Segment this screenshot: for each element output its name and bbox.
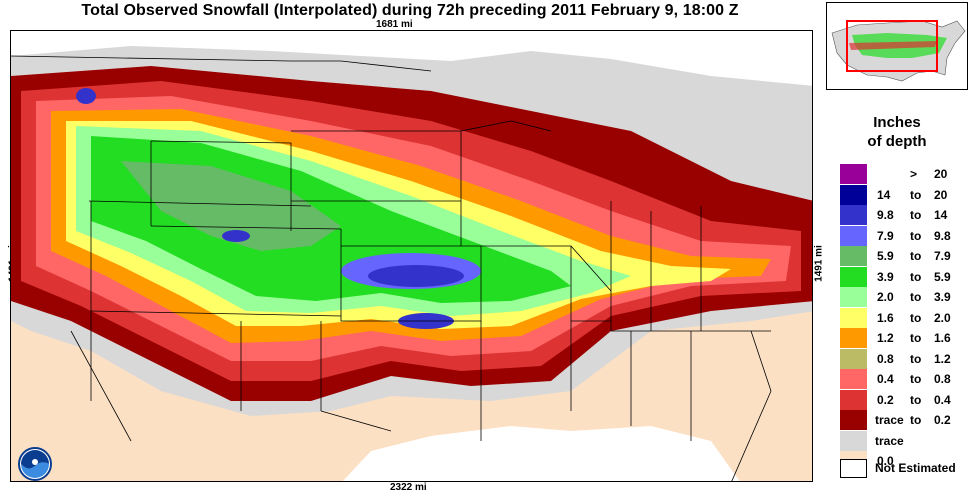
legend-label-low: trace bbox=[875, 433, 904, 448]
legend-title-line1: Inches bbox=[873, 114, 921, 131]
legend-label-sep: to bbox=[910, 208, 922, 222]
legend-swatch bbox=[840, 287, 867, 307]
legend-swatch bbox=[840, 225, 867, 246]
legend-label-sep: to bbox=[910, 310, 922, 325]
legend-label-high: 2.0 bbox=[934, 310, 951, 325]
legend-label-high: 1.6 bbox=[934, 331, 951, 345]
noaa-logo-icon bbox=[18, 447, 52, 481]
legend-swatch bbox=[840, 348, 867, 369]
legend-swatch bbox=[840, 164, 867, 184]
legend-swatch bbox=[840, 430, 867, 451]
noaa-logo bbox=[18, 447, 52, 481]
legend-label-sep: to bbox=[910, 351, 922, 366]
legend-label-low: 9.8 bbox=[877, 208, 894, 222]
legend-swatch bbox=[840, 307, 867, 328]
legend-label-low: 7.9 bbox=[877, 228, 894, 243]
legend-swatch bbox=[840, 389, 867, 410]
legend-label-high: 14 bbox=[934, 208, 948, 222]
legend-label-sep: to bbox=[910, 413, 922, 427]
legend-label-low: 1.2 bbox=[877, 331, 894, 345]
snowfall-map[interactable] bbox=[10, 30, 813, 482]
legend-label-sep: to bbox=[910, 269, 922, 284]
legend-label-low: 5.9 bbox=[877, 249, 894, 263]
not-estimated-swatch bbox=[840, 459, 867, 478]
legend-label-high: 20 bbox=[934, 187, 948, 202]
legend-swatch bbox=[840, 369, 867, 389]
legend-label-high: 1.2 bbox=[934, 351, 951, 366]
legend-label-low: 1.6 bbox=[877, 310, 894, 325]
legend-label-high: 7.9 bbox=[934, 249, 951, 263]
legend-swatch bbox=[840, 205, 867, 225]
snow-9-8-14-north bbox=[76, 88, 96, 104]
locator-inset-canvas bbox=[827, 3, 967, 89]
not-estimated-label: Not Estimated bbox=[875, 461, 956, 475]
snow-9-8-14-west bbox=[222, 230, 250, 242]
legend-label-high: 0.2 bbox=[934, 413, 951, 427]
legend-label-low: 0.8 bbox=[877, 351, 894, 366]
legend-label-sep: to bbox=[910, 187, 922, 202]
legend-label-low: trace bbox=[875, 413, 904, 427]
legend-label-low: 3.9 bbox=[877, 269, 894, 284]
distance-right-label: 1491 mi bbox=[813, 245, 825, 282]
legend-swatch bbox=[840, 410, 867, 430]
legend-label-high: 0.4 bbox=[934, 392, 951, 407]
legend-swatch bbox=[840, 328, 867, 348]
state-boundaries bbox=[11, 55, 772, 481]
legend-swatch bbox=[840, 246, 867, 266]
gulf-of-mexico bbox=[342, 426, 740, 481]
locator-inset-map bbox=[826, 2, 968, 90]
legend-label-sep: to bbox=[910, 290, 922, 304]
legend-label-sep: to bbox=[910, 228, 922, 243]
legend-label-sep: to bbox=[910, 392, 922, 407]
map-title: Total Observed Snowfall (Interpolated) d… bbox=[81, 2, 739, 19]
legend-label-low: 2.0 bbox=[877, 290, 894, 304]
inset-highlight-box bbox=[846, 20, 938, 72]
distance-bottom-label: 2322 mi bbox=[390, 482, 427, 493]
legend-label-high: 9.8 bbox=[934, 228, 951, 243]
legend-label-high: 3.9 bbox=[934, 290, 951, 304]
legend-label-sep: to bbox=[910, 331, 922, 345]
legend-label-sep: to bbox=[910, 249, 922, 263]
legend-label-high: 0.8 bbox=[934, 372, 951, 386]
legend-label-high: 20 bbox=[934, 167, 948, 181]
distance-top-label: 1681 mi bbox=[376, 19, 413, 30]
snow-9-8-14 bbox=[368, 265, 464, 287]
legend-label-low: 0.4 bbox=[877, 372, 894, 386]
legend-label-high: 5.9 bbox=[934, 269, 951, 284]
snowfall-map-canvas bbox=[11, 31, 812, 481]
legend-label-low: 0.0 bbox=[877, 454, 894, 468]
legend-label-sep: > bbox=[910, 167, 918, 181]
legend-label-low: 14 bbox=[877, 187, 891, 202]
legend-label-sep: to bbox=[910, 372, 922, 386]
legend-title-line2: of depth bbox=[867, 133, 927, 150]
legend-swatch bbox=[840, 266, 867, 287]
legend-title: Inches of depth bbox=[826, 113, 968, 151]
legend-swatch bbox=[840, 184, 867, 205]
legend-label-low: 0.2 bbox=[877, 392, 894, 407]
